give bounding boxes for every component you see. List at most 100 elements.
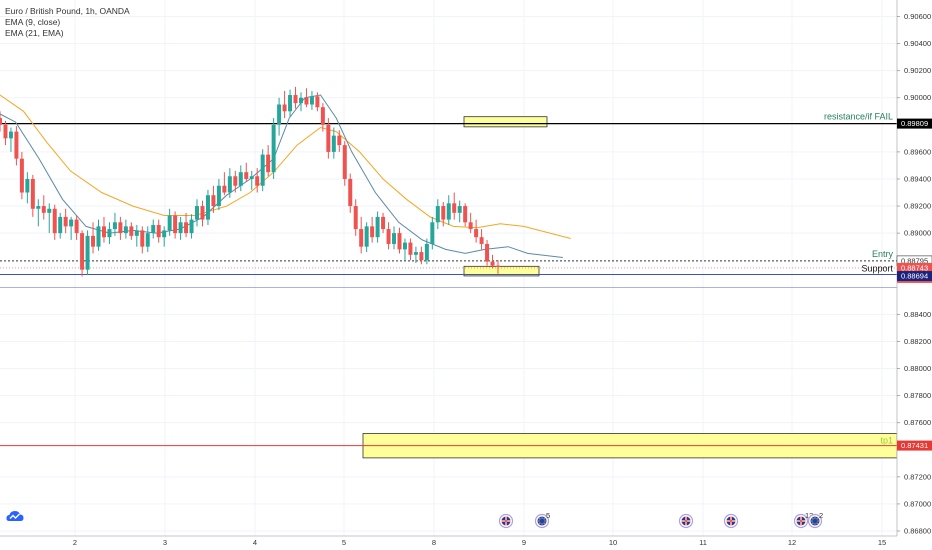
- candle[interactable]: [468, 212, 473, 234]
- candle[interactable]: [249, 170, 254, 190]
- candle[interactable]: [14, 126, 19, 166]
- candle[interactable]: [353, 199, 358, 236]
- candle[interactable]: [282, 90, 287, 119]
- candle[interactable]: [381, 212, 386, 234]
- candle[interactable]: [173, 211, 178, 239]
- candle[interactable]: [392, 226, 397, 250]
- candle[interactable]: [244, 162, 249, 182]
- candle[interactable]: [184, 212, 189, 238]
- candle[interactable]: [69, 216, 74, 240]
- candle[interactable]: [74, 215, 79, 240]
- candle[interactable]: [342, 141, 347, 186]
- eu-flag-icon[interactable]: 2: [807, 511, 824, 529]
- candle[interactable]: [288, 89, 293, 117]
- candle[interactable]: [490, 254, 495, 269]
- candle[interactable]: [474, 219, 479, 243]
- resistance-zone[interactable]: [463, 116, 548, 128]
- candle[interactable]: [260, 149, 265, 192]
- candle[interactable]: [222, 172, 227, 196]
- candle[interactable]: [375, 211, 380, 243]
- time-axis[interactable]: 2 3 4 5 8 9 10 11 12 15: [0, 535, 897, 547]
- candle[interactable]: [112, 212, 117, 236]
- economic-events[interactable]: 5 13 2: [498, 511, 824, 529]
- tradingview-cloud-icon[interactable]: [6, 509, 24, 521]
- candle[interactable]: [216, 178, 221, 211]
- candle[interactable]: [80, 230, 85, 277]
- candle[interactable]: [140, 226, 145, 254]
- candle[interactable]: [36, 199, 41, 227]
- candle[interactable]: [402, 238, 407, 261]
- candle[interactable]: [496, 260, 500, 274]
- candle[interactable]: [435, 199, 440, 230]
- candle[interactable]: [446, 195, 451, 226]
- candle[interactable]: [386, 222, 391, 250]
- price-axis[interactable]: 0.90600 0.90400 0.90200 0.90000 0.89600 0.894…: [896, 0, 932, 550]
- eu-flag-icon[interactable]: 5: [534, 511, 551, 529]
- candle[interactable]: [200, 200, 205, 227]
- uk-flag-icon[interactable]: [723, 513, 739, 529]
- candle[interactable]: [304, 88, 309, 108]
- candle[interactable]: [331, 127, 336, 159]
- candle[interactable]: [19, 151, 24, 200]
- candle[interactable]: [63, 208, 68, 234]
- candle[interactable]: [41, 195, 46, 220]
- candle[interactable]: [266, 145, 271, 177]
- candle[interactable]: [424, 238, 429, 265]
- candle[interactable]: [58, 212, 63, 239]
- candle[interactable]: [85, 230, 90, 276]
- candle[interactable]: [101, 216, 106, 243]
- candle[interactable]: [326, 118, 331, 159]
- candle[interactable]: [167, 208, 172, 236]
- candle[interactable]: [134, 225, 139, 247]
- candle[interactable]: [370, 216, 375, 243]
- candle[interactable]: [337, 130, 342, 152]
- candle[interactable]: [118, 216, 123, 240]
- candle[interactable]: [397, 227, 402, 254]
- candle[interactable]: [255, 168, 260, 193]
- candle[interactable]: [30, 174, 35, 217]
- candle[interactable]: [348, 173, 353, 213]
- candle[interactable]: [277, 97, 282, 136]
- candle[interactable]: [320, 103, 325, 132]
- candle[interactable]: [96, 219, 101, 251]
- candle[interactable]: [441, 201, 446, 227]
- candle[interactable]: [178, 216, 183, 240]
- candle[interactable]: [293, 86, 298, 109]
- candle[interactable]: [457, 200, 462, 223]
- uk-flag-icon[interactable]: [678, 513, 694, 529]
- candle[interactable]: [205, 189, 210, 226]
- candle[interactable]: [8, 127, 13, 152]
- candle[interactable]: [238, 165, 243, 192]
- candle[interactable]: [91, 222, 96, 254]
- candle[interactable]: [47, 203, 52, 234]
- candle[interactable]: [452, 192, 457, 220]
- candle[interactable]: [485, 239, 490, 266]
- candle[interactable]: [145, 226, 150, 253]
- candle[interactable]: [151, 219, 156, 239]
- candle[interactable]: [189, 214, 194, 239]
- candle[interactable]: [227, 168, 232, 198]
- candle[interactable]: [359, 216, 364, 254]
- candle[interactable]: [463, 203, 468, 227]
- candle[interactable]: [52, 204, 57, 240]
- candle[interactable]: [195, 199, 200, 227]
- candle[interactable]: [162, 226, 167, 247]
- candle[interactable]: [3, 120, 8, 146]
- uk-flag-icon[interactable]: [498, 513, 514, 529]
- uk-flag-icon[interactable]: 13: [793, 511, 814, 529]
- candle[interactable]: [0, 111, 2, 132]
- candle[interactable]: [413, 246, 418, 263]
- candle[interactable]: [156, 219, 161, 243]
- candle[interactable]: [315, 92, 320, 112]
- candle[interactable]: [271, 118, 276, 179]
- candle[interactable]: [233, 170, 238, 193]
- candle[interactable]: [408, 238, 413, 261]
- candle[interactable]: [479, 229, 484, 250]
- candle[interactable]: [129, 222, 134, 240]
- candle[interactable]: [123, 219, 128, 239]
- candle[interactable]: [107, 222, 112, 244]
- candle[interactable]: [430, 216, 435, 250]
- candle[interactable]: [364, 222, 369, 253]
- candle[interactable]: [309, 90, 314, 110]
